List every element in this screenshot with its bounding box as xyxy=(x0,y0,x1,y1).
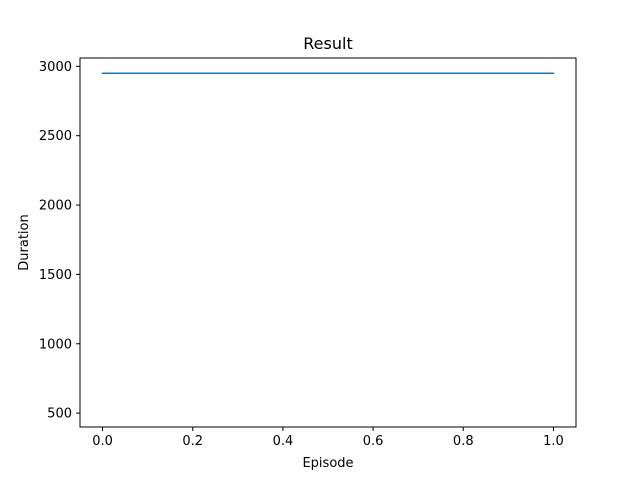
x-tick-label: 0.8 xyxy=(453,434,474,449)
y-tick-label: 2500 xyxy=(39,129,72,144)
x-tick-label: 0.2 xyxy=(182,434,203,449)
plot-background xyxy=(80,58,576,427)
plot-area xyxy=(79,57,577,428)
x-tick-label: 0.6 xyxy=(363,434,384,449)
y-tick-label: 3000 xyxy=(39,60,72,75)
plot-frame xyxy=(79,57,577,428)
x-axis-label: Episode xyxy=(302,456,353,471)
x-tick-label: 1.0 xyxy=(543,434,564,449)
y-tick-label: 2000 xyxy=(39,199,72,214)
x-tick-label: 0.0 xyxy=(92,434,113,449)
x-axis-ticks: 0.0 0.2 0.4 0.6 0.8 1.0 xyxy=(92,427,564,449)
y-axis-ticks: 500 1000 1500 2000 2500 3000 xyxy=(39,60,80,422)
y-tick-label: 500 xyxy=(47,407,72,422)
chart-title: Result xyxy=(303,34,352,53)
x-tick-label: 0.4 xyxy=(273,434,294,449)
y-axis-label: Duration xyxy=(17,214,32,270)
y-tick-label: 1000 xyxy=(39,337,72,352)
y-tick-label: 1500 xyxy=(39,268,72,283)
